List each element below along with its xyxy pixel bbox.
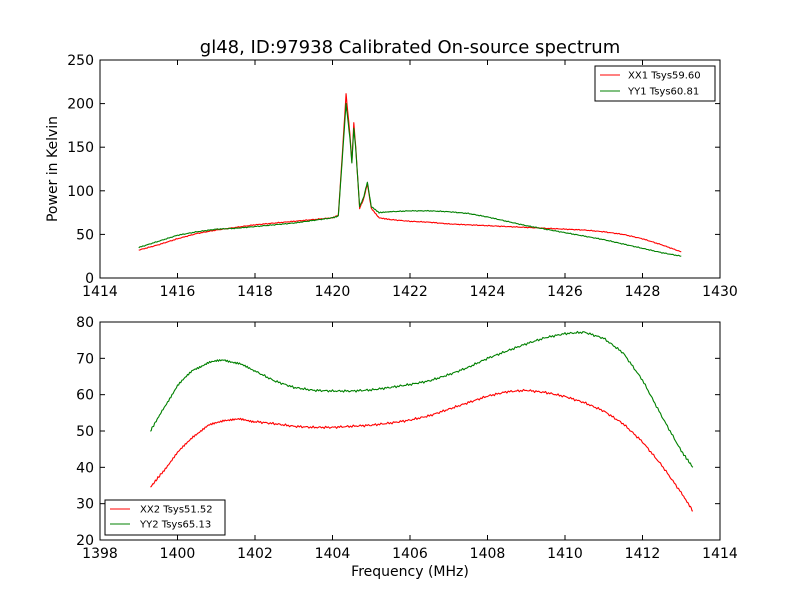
bottom-series bbox=[150, 330, 694, 512]
top-x-tick-label-2: 1418 bbox=[237, 284, 273, 300]
bottom-legend: XX2 Tsys51.52 YY2 Tsys65.13 bbox=[104, 499, 226, 536]
bottom-y-tick-label-1: 30 bbox=[76, 497, 94, 513]
top-x-tick-label-3: 1420 bbox=[315, 284, 351, 300]
bottom-y-tick-label-5: 70 bbox=[76, 351, 94, 367]
bottom-panel: 1398 1400 1402 1404 1406 1408 1410 1412 1414 20 30… bbox=[76, 315, 738, 580]
top-y-tick-label-4: 200 bbox=[67, 97, 94, 113]
bottom-x-tick-label-6: 1410 bbox=[547, 546, 583, 562]
top-legend-label-yy1: YY1 Tsys60.81 bbox=[627, 87, 699, 98]
top-ticks: 1414 1416 1418 1420 1422 1424 1426 1428 1430 0 50 1… bbox=[67, 53, 738, 300]
bottom-legend-box bbox=[104, 499, 226, 536]
bottom-x-tick-label-2: 1402 bbox=[237, 546, 273, 562]
bottom-series-line-1 bbox=[150, 388, 693, 512]
bottom-y-tick-label-3: 50 bbox=[76, 424, 94, 440]
bottom-ticks: 1398 1400 1402 1404 1406 1408 1410 1412 1414 20 30… bbox=[76, 315, 738, 562]
top-x-tick-label-1: 1416 bbox=[160, 284, 196, 300]
top-y-axis-label: Power in Kelvin bbox=[45, 116, 61, 222]
bottom-series-line-2 bbox=[150, 330, 694, 468]
top-x-tick-label-5: 1424 bbox=[470, 284, 506, 300]
top-legend-label-xx1: XX1 Tsys59.60 bbox=[628, 71, 701, 82]
top-panel: gl48, ID:97938 Calibrated On-source spec… bbox=[45, 37, 738, 300]
top-x-tick-label-0: 1414 bbox=[82, 284, 118, 300]
top-chart-title: gl48, ID:97938 Calibrated On-source spec… bbox=[200, 37, 620, 58]
top-series-line-1 bbox=[138, 93, 682, 253]
top-y-tick-label-3: 150 bbox=[67, 140, 94, 156]
bottom-x-tick-label-3: 1404 bbox=[315, 546, 351, 562]
top-plot-frame bbox=[99, 59, 721, 279]
top-x-tick-label-8: 1430 bbox=[702, 284, 738, 300]
top-y-tick-label-2: 100 bbox=[67, 184, 94, 200]
bottom-x-tick-label-7: 1412 bbox=[625, 546, 661, 562]
bottom-x-tick-label-8: 1414 bbox=[702, 546, 738, 562]
top-y-tick-label-1: 50 bbox=[76, 227, 94, 243]
top-y-tick-label-5: 250 bbox=[67, 53, 94, 69]
bottom-x-tick-label-1: 1400 bbox=[160, 546, 196, 562]
bottom-legend-label-yy2: YY2 Tsys65.13 bbox=[139, 520, 211, 531]
bottom-y-tick-label-2: 40 bbox=[76, 460, 94, 476]
bottom-y-tick-label-0: 20 bbox=[76, 533, 94, 549]
top-x-tick-label-7: 1428 bbox=[625, 284, 661, 300]
bottom-x-axis-label: Frequency (MHz) bbox=[351, 564, 469, 580]
top-x-tick-label-6: 1426 bbox=[547, 284, 583, 300]
top-x-tick-label-4: 1422 bbox=[392, 284, 428, 300]
top-series bbox=[138, 93, 682, 257]
bottom-y-tick-label-6: 80 bbox=[76, 315, 94, 331]
top-legend: XX1 Tsys59.60 YY1 Tsys60.81 bbox=[594, 65, 716, 102]
bottom-x-tick-label-0: 1398 bbox=[82, 546, 118, 562]
bottom-y-tick-label-4: 60 bbox=[76, 388, 94, 404]
bottom-x-tick-label-4: 1406 bbox=[392, 546, 428, 562]
top-y-tick-label-0: 0 bbox=[85, 271, 94, 287]
top-series-line-2 bbox=[138, 102, 682, 257]
bottom-x-tick-label-5: 1408 bbox=[470, 546, 506, 562]
bottom-legend-label-xx2: XX2 Tsys51.52 bbox=[140, 505, 213, 516]
bottom-plot-frame bbox=[99, 321, 721, 541]
top-legend-box bbox=[594, 65, 716, 102]
